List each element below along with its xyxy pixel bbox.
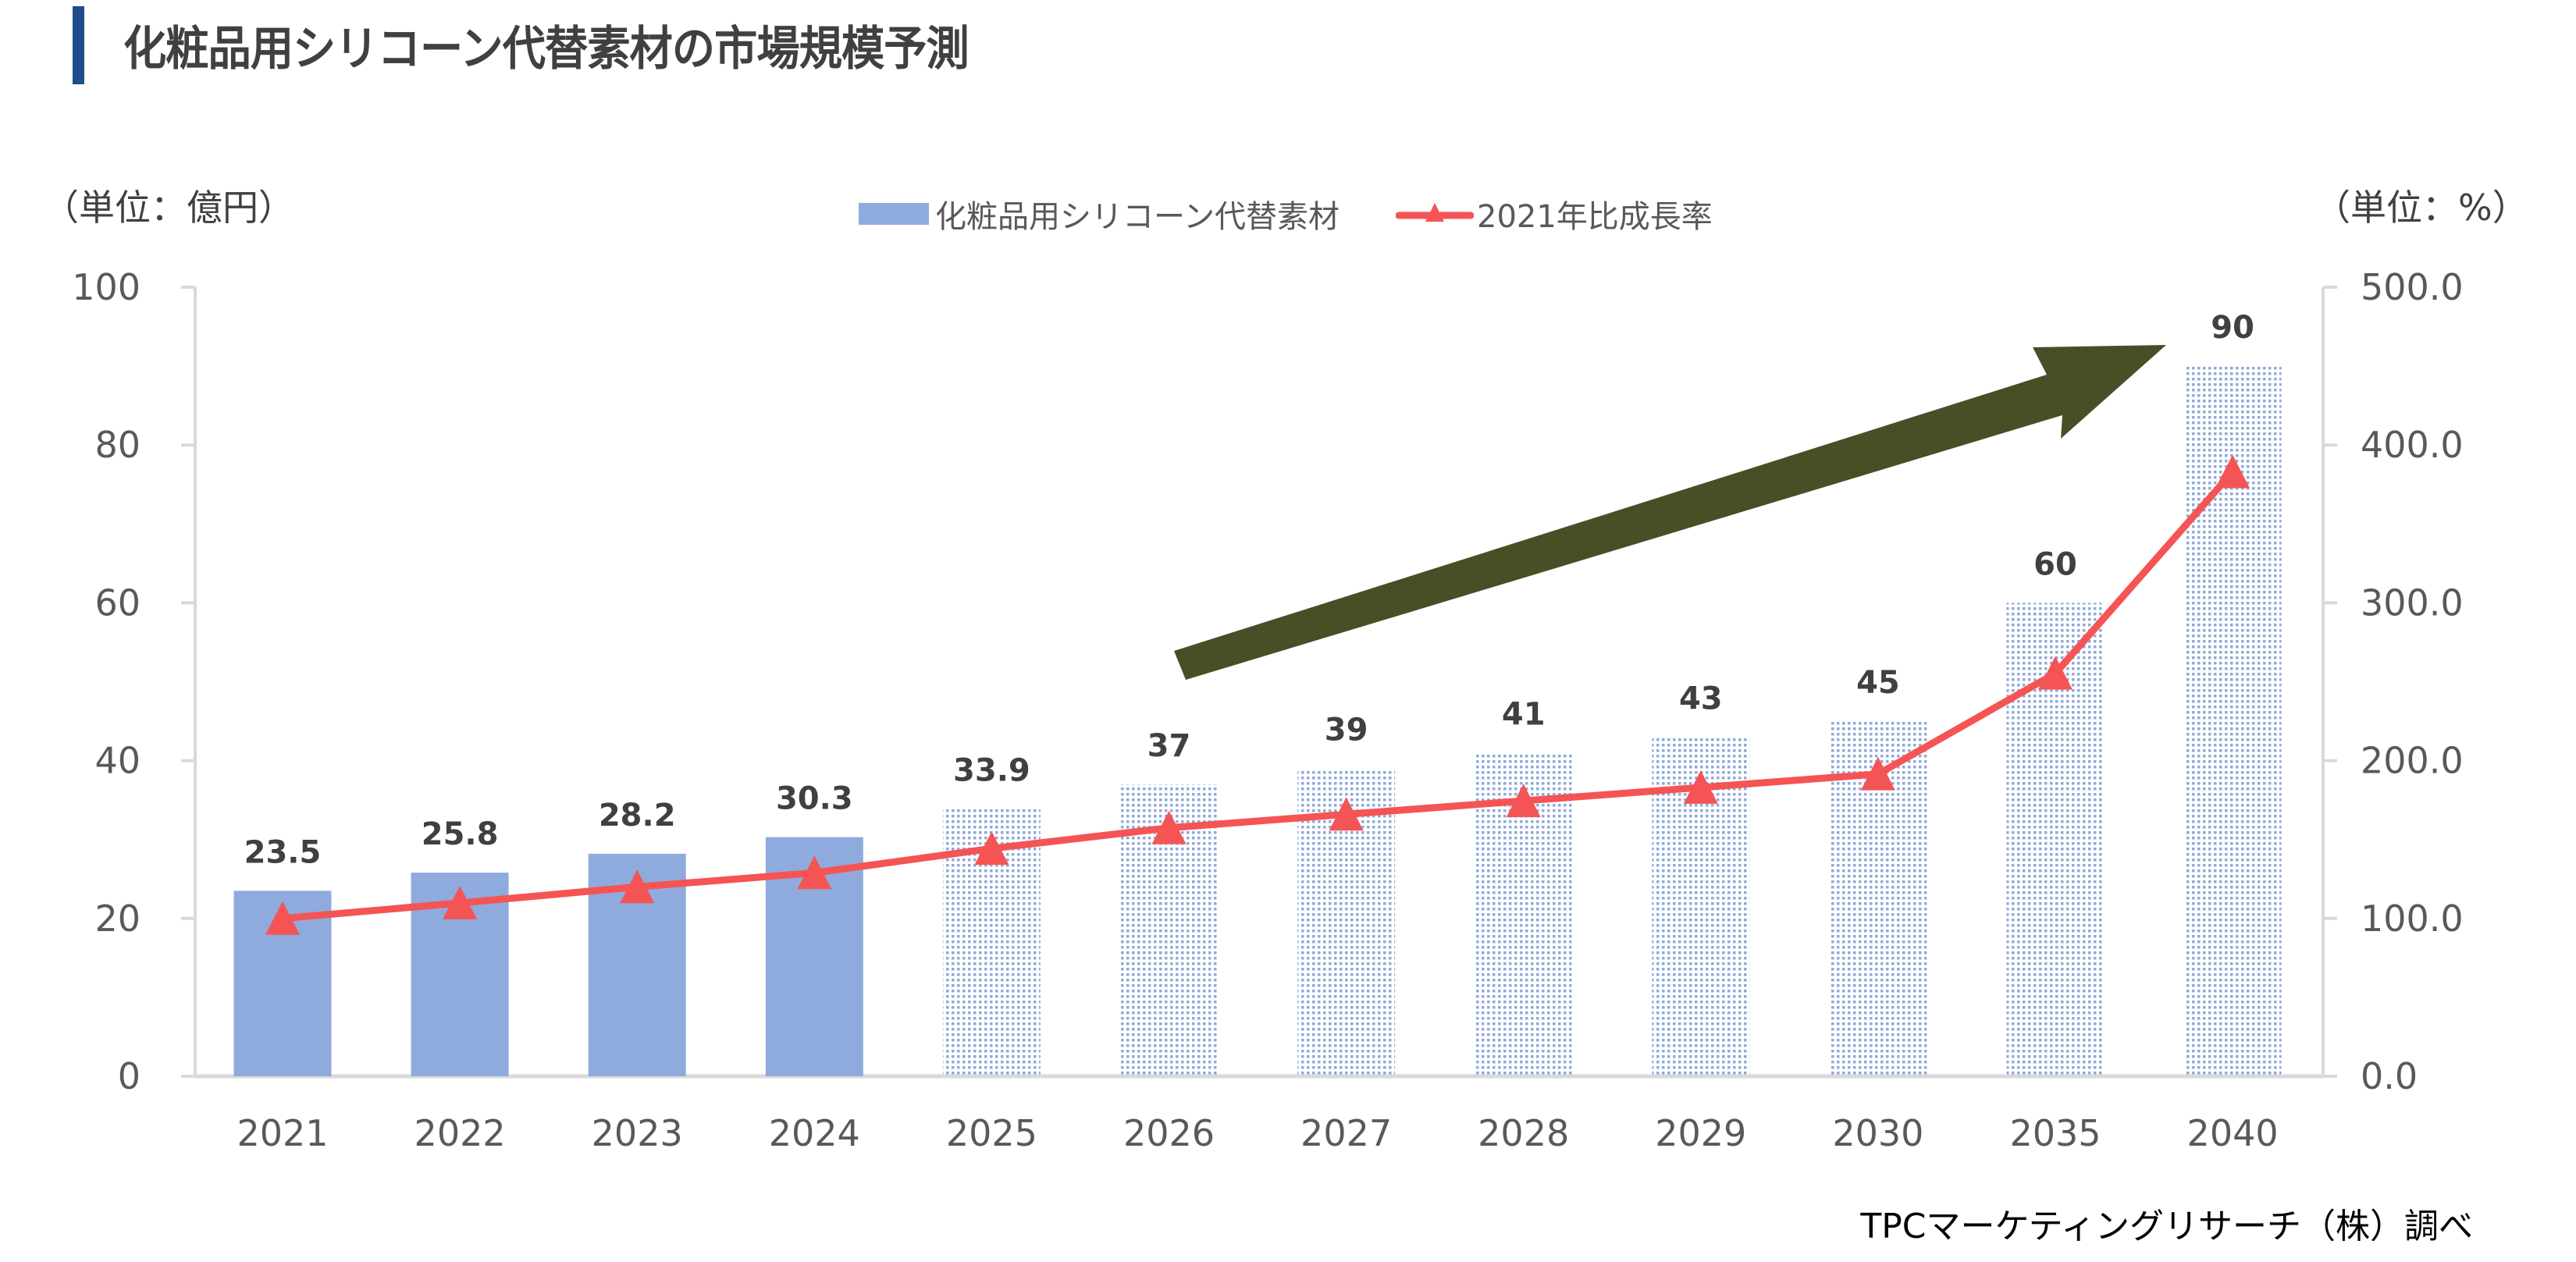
left-axis-unit-label: （単位：億円） [43,187,294,229]
x-tick-label: 2035 [2009,1112,2101,1154]
right-y-tick-label: 100.0 [2361,898,2464,940]
legend-bar-swatch-icon [859,203,929,225]
x-tick-label: 2021 [237,1112,328,1154]
right-y-tick-label: 300.0 [2361,581,2464,624]
bar-data-label: 45 [1856,665,1900,701]
legend-bar-label: 化粧品用シリコーン代替素材 [935,199,1340,235]
x-tick-label: 2027 [1300,1112,1392,1154]
legend-item-bar: 化粧品用シリコーン代替素材 [859,191,1340,236]
growth-rate-marker [2215,454,2250,489]
bar-data-label: 41 [1502,696,1546,732]
title-accent-bar [73,6,84,84]
left-y-tick-label: 0 [118,1055,141,1097]
x-tick-label: 2022 [415,1112,506,1154]
bar-data-label: 60 [2033,546,2077,582]
growth-rate-marker [1860,756,1895,791]
x-tick-label: 2030 [1832,1112,1923,1154]
growth-rate-marker [265,901,300,935]
legend-line-triangle-icon [1396,203,1474,222]
x-tick-label: 2025 [946,1112,1037,1154]
right-y-tick-label: 400.0 [2361,424,2464,466]
growth-rate-marker [1329,797,1364,831]
growth-rate-marker [1506,784,1541,818]
x-tick-label: 2026 [1123,1112,1215,1154]
bar-data-label: 90 [2211,310,2254,346]
bar-data-label: 43 [1679,681,1723,716]
x-tick-label: 2024 [769,1112,860,1154]
bar-data-label: 39 [1325,713,1368,748]
right-y-tick-label: 500.0 [2361,266,2464,308]
growth-rate-marker [443,885,478,919]
growth-rate-marker [620,869,655,904]
bar-data-label: 23.5 [244,834,322,870]
right-y-tick-label: 200.0 [2361,740,2464,782]
left-y-tick-label: 80 [94,424,141,466]
bar-data-label: 37 [1147,728,1191,764]
bar-data-label: 28.2 [599,798,676,834]
x-tick-label: 2028 [1478,1112,1569,1154]
growth-rate-marker [1151,810,1187,844]
bar-data-label: 33.9 [953,752,1030,788]
growth-rate-marker [797,855,832,890]
left-y-tick-label: 60 [94,581,141,624]
trend-arrow-icon [1174,345,2166,680]
chart-legend: 化粧品用シリコーン代替素材 2021年比成長率 [859,191,1769,236]
left-y-tick-label: 40 [94,740,141,782]
bar-data-label: 30.3 [776,781,853,817]
x-tick-label: 2029 [1655,1112,1746,1154]
source-credit: TPCマーケティングリサーチ（株）調べ [1860,1207,2473,1246]
page-title: 化粧品用シリコーン代替素材の市場規模予測 [123,22,970,76]
right-axis-unit-label: （単位：%） [2314,187,2528,229]
growth-rate-marker [1683,770,1718,804]
legend-line-label: 2021年比成長率 [1477,199,1713,235]
x-tick-label: 2040 [2187,1112,2279,1154]
left-y-tick-label: 20 [94,898,141,940]
bar-data-label: 25.8 [422,816,499,852]
growth-rate-marker [974,831,1009,866]
legend-item-line: 2021年比成長率 [1396,191,1713,236]
growth-rate-line [279,468,2236,923]
right-y-tick-label: 0.0 [2361,1055,2418,1097]
growth-rate-marker [2038,656,2073,690]
x-tick-label: 2023 [592,1112,683,1154]
left-y-tick-label: 100 [72,266,141,308]
